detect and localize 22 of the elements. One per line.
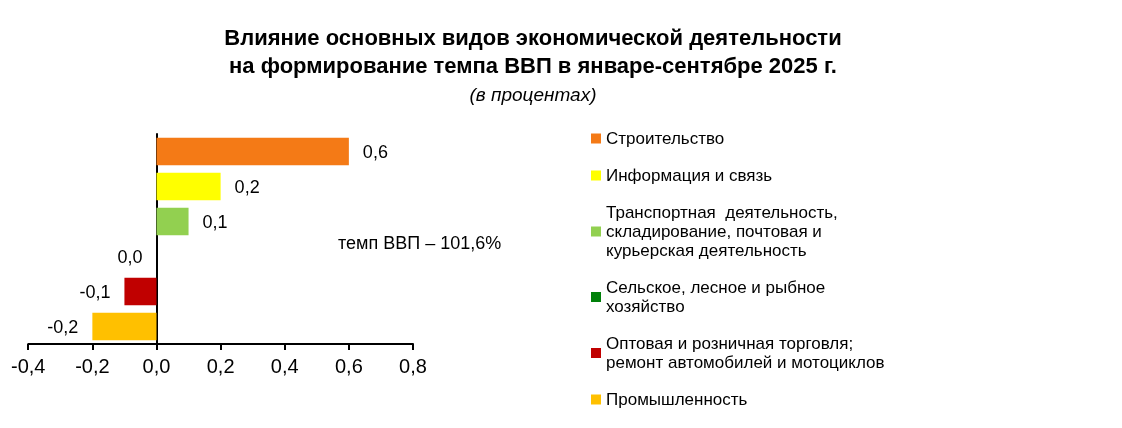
legend-label: Оптовая и розничная торговля; ремонт автомобилей и мотоциклов <box>606 334 885 372</box>
x-tick-label: 0,0 <box>142 355 171 377</box>
x-tick-label: 0,2 <box>206 355 235 377</box>
x-tick-label: -0,4 <box>11 355 46 377</box>
data-label: 0,6 <box>362 141 388 162</box>
text: (в процентах) <box>469 84 597 105</box>
data-label: 0,1 <box>202 211 228 232</box>
data-label: -0,2 <box>47 316 79 337</box>
data-label: 0,0 <box>117 246 143 267</box>
x-tick-label: 0,4 <box>270 355 299 377</box>
legend-label: Промышленность <box>606 390 748 409</box>
legend-label: Сельское, лесное и рыбное хозяйство <box>606 278 830 316</box>
data-label: -0,1 <box>79 281 111 302</box>
x-tick-label: -0,2 <box>75 355 110 377</box>
text: Влияние основных видов экономической деятельности на формирование темпа ВВП в январе-сентябре 2025 г. <box>224 24 842 78</box>
data-label: 0,2 <box>234 176 260 197</box>
legend-label: Строительство <box>606 129 725 148</box>
x-tick-label: 0,6 <box>334 355 363 377</box>
x-tick-label: 0,8 <box>399 355 427 377</box>
annotation: темп ВВП – 101,6% <box>338 233 502 253</box>
legend-label: Транспортная деятельность, складирование, почтовая и курьерская деятельность <box>606 203 843 260</box>
legend-label: Информация и связь <box>606 166 773 185</box>
